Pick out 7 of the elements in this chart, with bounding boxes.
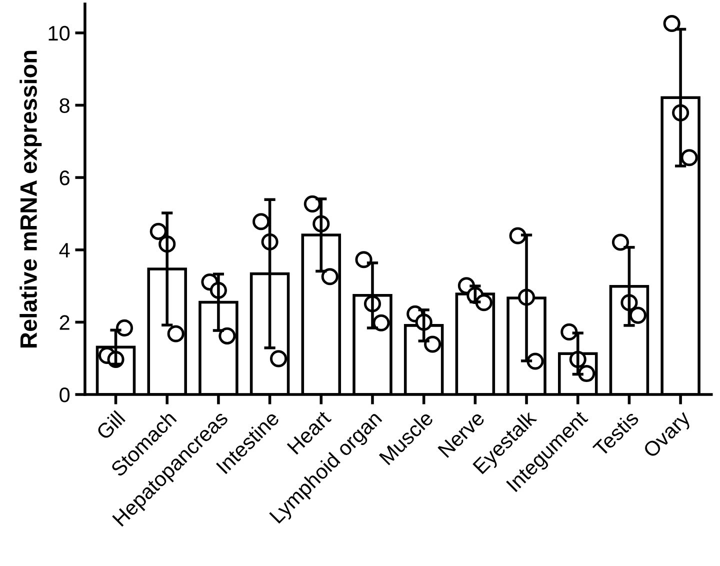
y-tick-label: 4: [59, 243, 70, 258]
y-tick-label: 2: [60, 315, 70, 330]
y-tick-label: 8: [60, 98, 70, 113]
y-tick-label: 10: [48, 26, 70, 41]
y-tick-label: 0: [60, 388, 70, 402]
y-axis-title: Relative mRNA expression: [20, 50, 42, 348]
y-tick-label: 6: [60, 170, 70, 186]
